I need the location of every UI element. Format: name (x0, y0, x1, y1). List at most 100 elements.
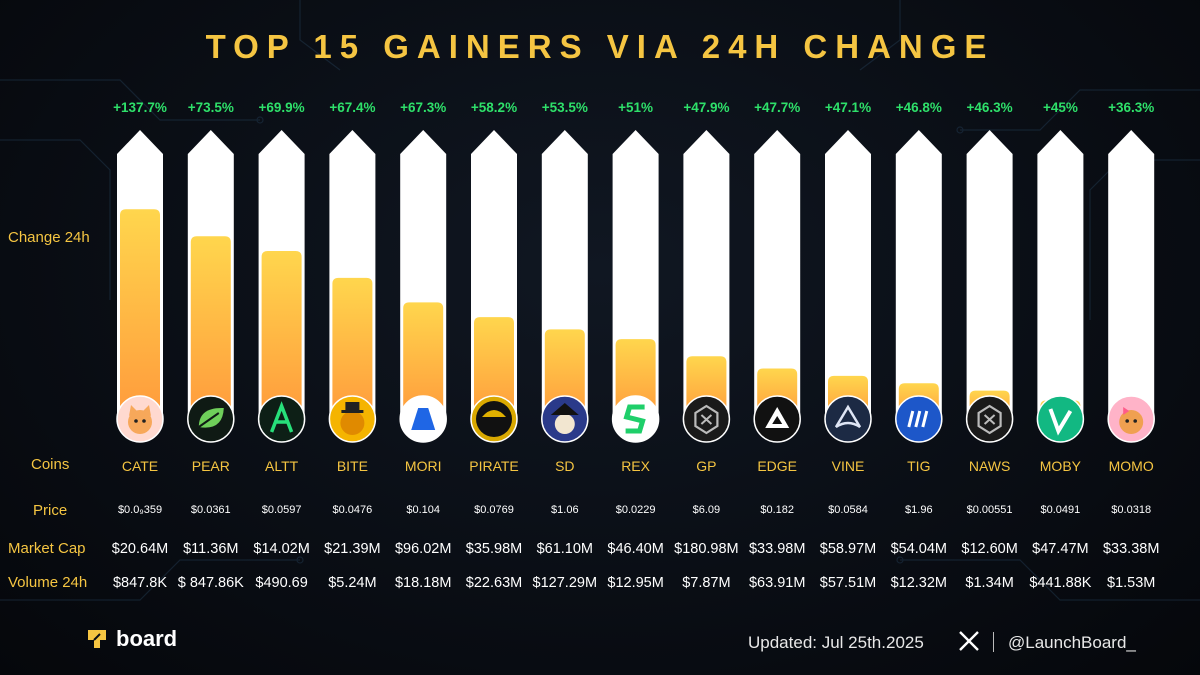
bar-track (1108, 130, 1155, 441)
change-label: +51% (618, 100, 653, 115)
change-label: +58.2% (471, 100, 517, 115)
change-label: +45% (1043, 100, 1078, 115)
market-cap-value: $47.47M (1032, 541, 1089, 557)
coin-name: TIG (907, 458, 931, 474)
cat-face-icon (116, 395, 164, 443)
market-cap-value: $33.38M (1102, 541, 1160, 557)
price-value: $0.0318 (1111, 504, 1152, 516)
coin-name: ALTT (264, 458, 299, 474)
bar-track (895, 130, 942, 441)
volume-value: $1.34M (965, 575, 1014, 591)
naws-cube-icon (965, 395, 1014, 443)
volume-value: $12.32M (890, 575, 948, 591)
market-cap-value: $21.39M (324, 541, 381, 557)
mori-mountain-icon (399, 395, 447, 443)
volume-value: $441.88K (1029, 575, 1092, 591)
chart-title: TOP 15 GAINERS VIA 24H CHANGE (205, 28, 995, 65)
coin-name: PEAR (191, 458, 230, 474)
market-cap-value: $58.97M (819, 541, 877, 557)
price-value: $1.96 (905, 504, 933, 516)
volume-value: $5.24M (328, 575, 377, 591)
rex-s-icon (611, 395, 660, 443)
change-label: +137.7% (113, 100, 167, 115)
coin-name: NAWS (968, 458, 1011, 474)
volume-value: $22.63M (465, 575, 523, 591)
change-label: +47.1% (825, 100, 871, 115)
bar-track (966, 130, 1013, 441)
bar-pirate (474, 317, 514, 420)
volume-value: $847.8K (112, 575, 168, 591)
change-label: +47.9% (683, 100, 729, 115)
price-value: $0.0229 (615, 504, 656, 516)
brand-logo: board (86, 626, 177, 652)
price-value: $6.09 (692, 504, 721, 516)
price-value: $0.0769 (474, 504, 514, 516)
market-cap-value: $11.36M (183, 541, 239, 557)
bar-track (754, 130, 801, 441)
volume-value: $7.87M (682, 575, 731, 591)
price-value: $0.0361 (190, 504, 231, 516)
change-axis-label: Change 24h (8, 229, 90, 246)
footer-divider (993, 632, 994, 652)
market-cap-value: $61.10M (536, 541, 594, 557)
updated-date: Updated: Jul 25th.2025 (748, 633, 924, 652)
change-label: +73.5% (188, 100, 234, 115)
vine-arch-icon (824, 395, 872, 443)
change-label: +67.4% (329, 100, 375, 115)
price-value: $0.0584 (828, 504, 868, 516)
market-cap-value: $35.98M (465, 541, 523, 557)
coin-name: BITE (336, 458, 368, 474)
change-label: +67.3% (400, 100, 446, 115)
volume-row-label: Volume 24h (8, 574, 88, 591)
price-value: $0.00551 (966, 504, 1013, 516)
board-logo-icon (88, 630, 106, 648)
price-value: $1.06 (551, 504, 579, 516)
price-value: $0.104 (406, 504, 441, 516)
volume-value: $57.51M (819, 575, 877, 591)
coin-name: PIRATE (469, 458, 519, 474)
market-cap-value: $96.02M (394, 541, 452, 557)
bar-cate (120, 209, 160, 420)
volume-value: $12.95M (607, 575, 664, 591)
bitcoin-hat-icon (328, 395, 377, 443)
altt-a-icon (257, 395, 306, 443)
social-handle[interactable]: @LaunchBoard_ (1008, 633, 1136, 652)
coins-row-label: Coins (31, 456, 70, 473)
change-label: +46.8% (896, 100, 942, 115)
shiba-dog-icon (1107, 395, 1155, 443)
price-value: $0.0597 (261, 504, 302, 516)
market-cap-value: $180.98M (674, 541, 739, 557)
coin-name: GP (696, 458, 717, 474)
volume-value: $127.29M (532, 575, 598, 591)
bar-track (825, 130, 871, 440)
bar-pear (190, 236, 231, 420)
bar-sd (544, 329, 585, 420)
market-cap-value: $20.64M (111, 541, 169, 557)
market-cap-row-label: Market Cap (8, 540, 86, 557)
change-label: +36.3% (1108, 100, 1154, 115)
coin-name: CATE (121, 458, 159, 474)
market-cap-value: $54.04M (890, 541, 948, 557)
price-value: $0.0491 (1040, 504, 1081, 516)
volume-value: $ 847.86K (177, 575, 244, 591)
volume-value: $63.91M (748, 575, 806, 591)
market-cap-value: $46.40M (607, 541, 664, 557)
coin-name: VINE (831, 458, 865, 474)
change-label: +47.7% (754, 100, 800, 115)
market-cap-value: $12.60M (961, 541, 1018, 557)
change-label: +46.3% (967, 100, 1013, 115)
price-value: $0.0476 (332, 504, 373, 516)
brand-name: board (116, 626, 178, 651)
gp-cube-icon (682, 395, 731, 443)
bar-altt (261, 250, 302, 420)
leaf-icon (187, 395, 235, 443)
skull-pirate-icon (541, 395, 589, 443)
coin-name: MORI (404, 458, 442, 474)
change-label: +69.9% (259, 100, 305, 115)
price-value: $0.0₉359 (117, 504, 163, 516)
volume-value: $1.53M (1107, 575, 1156, 591)
bar-mori (403, 302, 444, 420)
bar-track (1037, 130, 1084, 441)
x-logo-icon[interactable] (958, 631, 980, 651)
